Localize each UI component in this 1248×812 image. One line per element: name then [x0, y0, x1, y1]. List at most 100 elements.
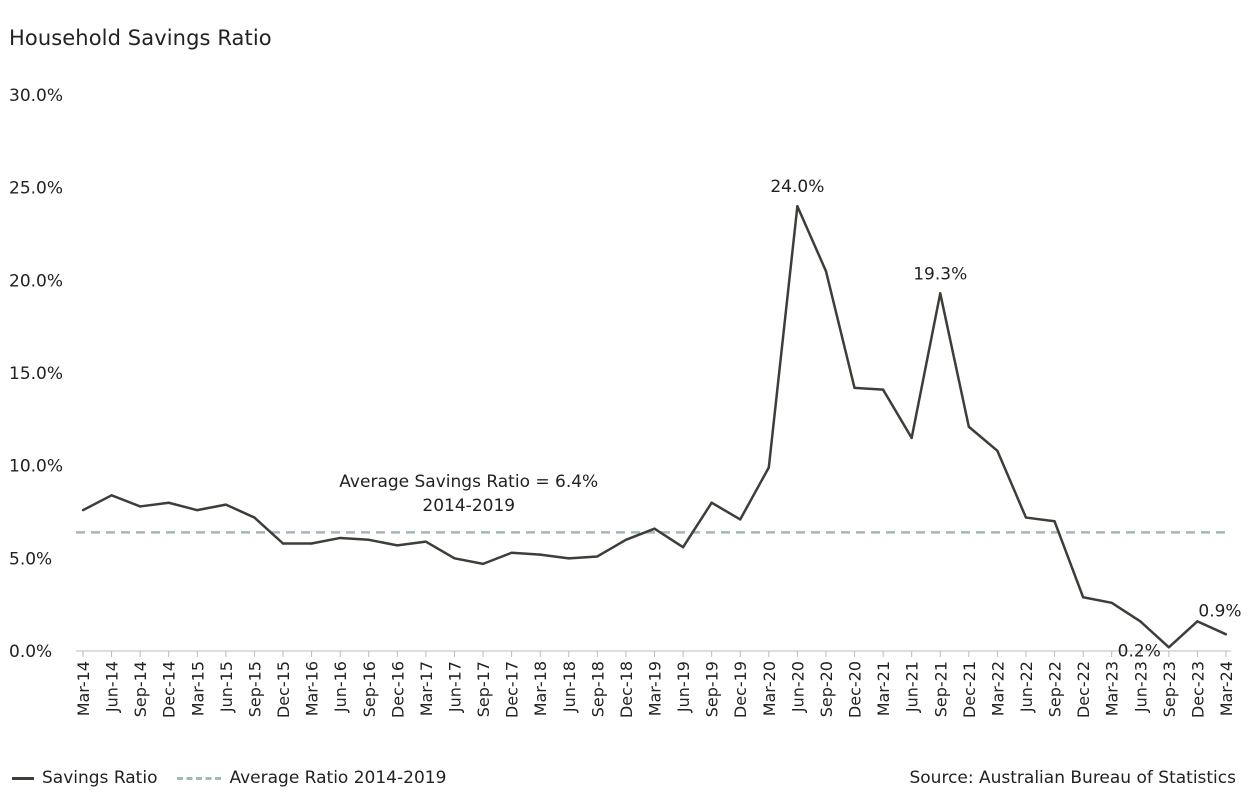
- data-point: [624, 538, 628, 541]
- data-point: [253, 516, 256, 519]
- data-point: [481, 562, 485, 566]
- y-tick-label: 20.0%: [9, 271, 63, 291]
- x-tick-label: Sep-20: [817, 661, 836, 717]
- legend-item-average-ratio: Average Ratio 2014-2019: [177, 768, 446, 788]
- data-point: [224, 503, 228, 506]
- x-tick-label: Sep-22: [1046, 661, 1065, 717]
- x-tick-label: Mar-21: [874, 661, 893, 716]
- data-point: [996, 449, 999, 453]
- y-tick-label: 15.0%: [9, 364, 63, 384]
- data-point: [1110, 601, 1113, 605]
- source-note: Source: Australian Bureau of Statistics: [909, 768, 1236, 788]
- data-point: [396, 544, 399, 547]
- x-tick-label: Mar-19: [646, 661, 665, 716]
- x-tick-label: Jun-20: [788, 661, 807, 713]
- y-tick-label: 30.0%: [9, 86, 63, 106]
- data-point: [539, 553, 542, 556]
- data-point: [310, 542, 313, 545]
- x-tick-label: Dec-20: [846, 661, 865, 718]
- x-tick-label: Sep-16: [360, 661, 379, 717]
- data-point: [796, 205, 799, 208]
- x-tick-label: Dec-23: [1188, 661, 1207, 718]
- x-tick-label: Jun-16: [331, 661, 350, 713]
- legend: Savings Ratio Average Ratio 2014-2019: [12, 768, 466, 788]
- x-tick-label: Mar-23: [1103, 661, 1122, 716]
- data-point: [338, 536, 342, 540]
- legend-swatch-dashed: [177, 776, 222, 780]
- data-point: [1224, 633, 1228, 636]
- y-tick-label: 25.0%: [9, 179, 63, 199]
- x-tick-label: Jun-14: [103, 661, 122, 713]
- x-tick-label: Dec-22: [1074, 661, 1093, 718]
- x-tick-label: Jun-22: [1017, 661, 1036, 713]
- value-labels: 24.0% 19.3% 0.2% 0.9%: [770, 177, 1241, 661]
- data-point: [367, 538, 370, 541]
- data-point: [1081, 596, 1085, 599]
- x-tick-label: Mar-17: [417, 661, 436, 716]
- x-tick-label: Dec-17: [503, 661, 522, 718]
- data-point: [81, 508, 85, 512]
- data-point: [138, 505, 142, 508]
- legend-item-savings-ratio: Savings Ratio: [12, 768, 157, 788]
- data-point: [167, 501, 170, 504]
- data-point: [281, 542, 285, 545]
- x-tick-label: Jun-17: [445, 661, 464, 713]
- data-point: [910, 436, 913, 440]
- data-point: [196, 508, 199, 512]
- x-tick-label: Mar-20: [760, 661, 779, 716]
- x-tick-label: Mar-18: [531, 661, 550, 716]
- x-tick-label: Mar-15: [188, 661, 207, 716]
- data-point: [681, 546, 685, 549]
- x-tick-label: Jun-21: [903, 661, 922, 713]
- legend-label-savings-ratio: Savings Ratio: [42, 768, 158, 788]
- value-label: 19.3%: [913, 264, 967, 284]
- data-point: [1024, 516, 1028, 519]
- data-point: [596, 555, 599, 558]
- data-point: [853, 386, 856, 390]
- x-tick-label: Sep-17: [474, 661, 493, 717]
- legend-label-average-ratio: Average Ratio 2014-2019: [229, 768, 447, 788]
- x-tick-label: Sep-23: [1160, 661, 1179, 717]
- x-tick-label: Jun-15: [217, 661, 236, 713]
- x-tick-label: Jun-23: [1131, 661, 1150, 713]
- x-tick-label: Dec-15: [274, 661, 293, 718]
- y-tick-label: 10.0%: [9, 457, 63, 477]
- data-point: [653, 527, 656, 530]
- y-tick-label: 5.0%: [9, 549, 52, 569]
- x-tick-label: Sep-19: [703, 661, 722, 717]
- x-tick-label: Jun-18: [560, 661, 579, 713]
- x-tick-label: Sep-14: [131, 661, 150, 717]
- data-point: [1196, 620, 1199, 623]
- x-tick-label: Dec-21: [960, 661, 979, 718]
- y-tick-label: 0.0%: [9, 642, 52, 662]
- x-tick-label: Sep-18: [588, 661, 607, 717]
- average-annotation-line2: 2014-2019: [422, 496, 515, 516]
- average-annotation-line1: Average Savings Ratio = 6.4%: [339, 472, 598, 492]
- value-label: 0.2%: [1118, 641, 1161, 661]
- legend-swatch-solid: [12, 776, 34, 780]
- data-point: [453, 557, 456, 560]
- data-point: [767, 466, 770, 469]
- x-tick-label: Dec-19: [731, 661, 750, 718]
- data-point: [1139, 620, 1142, 623]
- savings-ratio-line: [82, 204, 1227, 649]
- data-point: [881, 388, 885, 391]
- data-point: [710, 501, 713, 504]
- x-tick-label: Jun-19: [674, 661, 693, 713]
- data-point: [110, 494, 113, 497]
- data-point: [939, 292, 942, 295]
- data-point: [1167, 646, 1171, 649]
- x-tick-label: Mar-22: [988, 661, 1007, 716]
- data-point: [424, 540, 428, 543]
- x-tick-label: Dec-14: [160, 661, 179, 718]
- x-tick-label: Mar-14: [74, 661, 93, 716]
- data-point: [567, 557, 570, 560]
- savings-ratio-chart: 30.0% 25.0% 20.0% 15.0% 10.0% 5.0% 0.0% Mar-14…: [9, 86, 1242, 718]
- x-tick-label: Sep-15: [245, 661, 264, 717]
- x-tick-label: Dec-16: [388, 661, 407, 718]
- data-point: [1053, 520, 1056, 523]
- data-point: [967, 425, 971, 428]
- x-tick-label: Dec-18: [617, 661, 636, 718]
- savings-ratio-points: [81, 205, 1228, 649]
- chart-title: Household Savings Ratio: [9, 26, 272, 50]
